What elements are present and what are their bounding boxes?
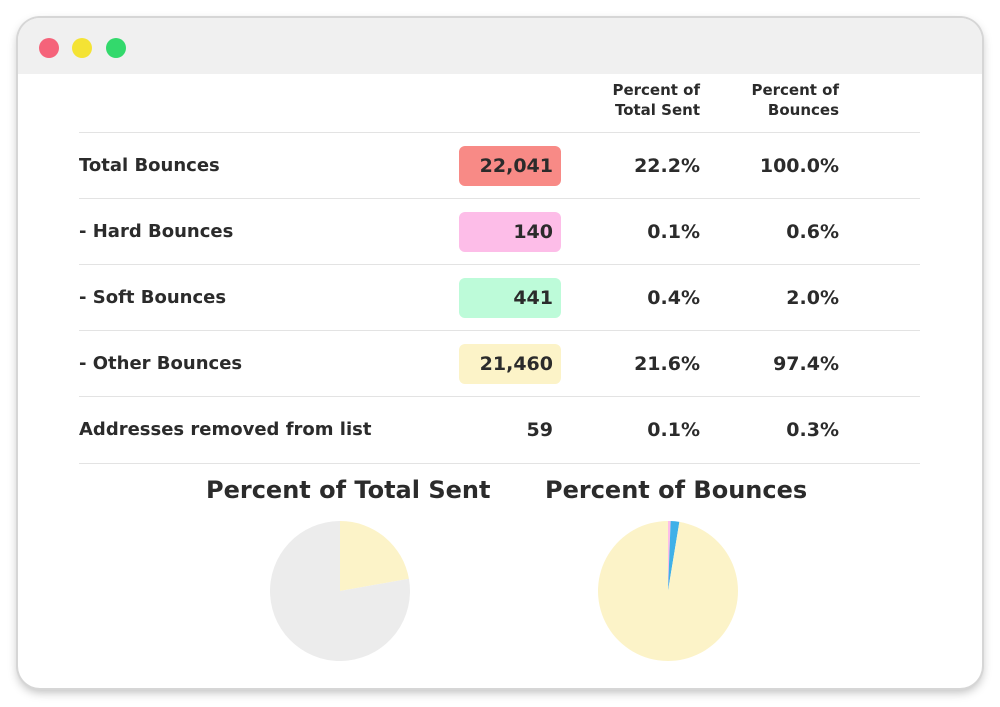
table-row-soft-bounces: - Soft Bounces 441 0.4% 2.0% <box>79 265 920 331</box>
column-header-line: Total Sent <box>614 101 700 119</box>
pie-slice-total-bounces <box>340 521 409 591</box>
divider <box>79 264 920 265</box>
percent-total-sent-value: 21.6% <box>634 353 700 375</box>
divider <box>79 463 920 464</box>
minimize-button[interactable] <box>72 38 92 58</box>
count-badge: 21,460 <box>459 344 561 384</box>
percent-bounces-value: 0.3% <box>786 419 839 441</box>
table-row-total-bounces: Total Bounces 22,041 22.2% 100.0% <box>79 133 920 199</box>
table-row-hard-bounces: - Hard Bounces 140 0.1% 0.6% <box>79 199 920 265</box>
divider <box>79 330 920 331</box>
pie-slice-other-bounces <box>598 521 738 661</box>
row-label: - Hard Bounces <box>79 221 234 242</box>
column-header-percent-total-sent: Percent of Total Sent <box>560 80 700 120</box>
chart-title-percent-total-sent: Percent of Total Sent <box>206 476 491 504</box>
percent-bounces-value: 0.6% <box>786 221 839 243</box>
chart-title-percent-bounces: Percent of Bounces <box>545 476 808 504</box>
row-label: - Soft Bounces <box>79 287 227 308</box>
pie-slice-soft-bounces <box>668 521 680 591</box>
percent-total-sent-value: 0.4% <box>647 287 700 309</box>
percent-total-sent-value: 22.2% <box>634 155 700 177</box>
pie-chart-percent-bounces <box>598 521 738 661</box>
divider <box>79 132 920 133</box>
report-window: Percent of Total Sent Percent of Bounces… <box>18 18 982 688</box>
count-badge: 140 <box>459 212 561 252</box>
divider <box>79 396 920 397</box>
table-row-other-bounces: - Other Bounces 21,460 21.6% 97.4% <box>79 331 920 397</box>
row-label: - Other Bounces <box>79 353 243 374</box>
count-badge: 22,041 <box>459 146 561 186</box>
maximize-button[interactable] <box>106 38 126 58</box>
count-badge: 441 <box>459 278 561 318</box>
percent-bounces-value: 100.0% <box>759 155 839 177</box>
percent-total-sent-value: 0.1% <box>647 419 700 441</box>
title-bar <box>18 18 982 74</box>
column-header-line: Percent of <box>612 81 700 99</box>
column-header-percent-bounces: Percent of Bounces <box>699 80 839 120</box>
divider <box>79 198 920 199</box>
percent-bounces-value: 2.0% <box>786 287 839 309</box>
row-label: Total Bounces <box>79 155 220 176</box>
column-header-line: Percent of <box>751 81 839 99</box>
pie-slice-remainder <box>270 521 410 661</box>
percent-bounces-value: 97.4% <box>773 353 839 375</box>
count-value: 59 <box>526 419 553 441</box>
pie-slice-hard-bounces <box>668 521 671 591</box>
table-row-addresses-removed: Addresses removed from list 59 0.1% 0.3% <box>79 397 920 463</box>
column-header-line: Bounces <box>767 101 839 119</box>
close-button[interactable] <box>39 38 59 58</box>
row-label: Addresses removed from list <box>79 419 372 440</box>
percent-total-sent-value: 0.1% <box>647 221 700 243</box>
pie-chart-percent-total-sent <box>270 521 410 661</box>
